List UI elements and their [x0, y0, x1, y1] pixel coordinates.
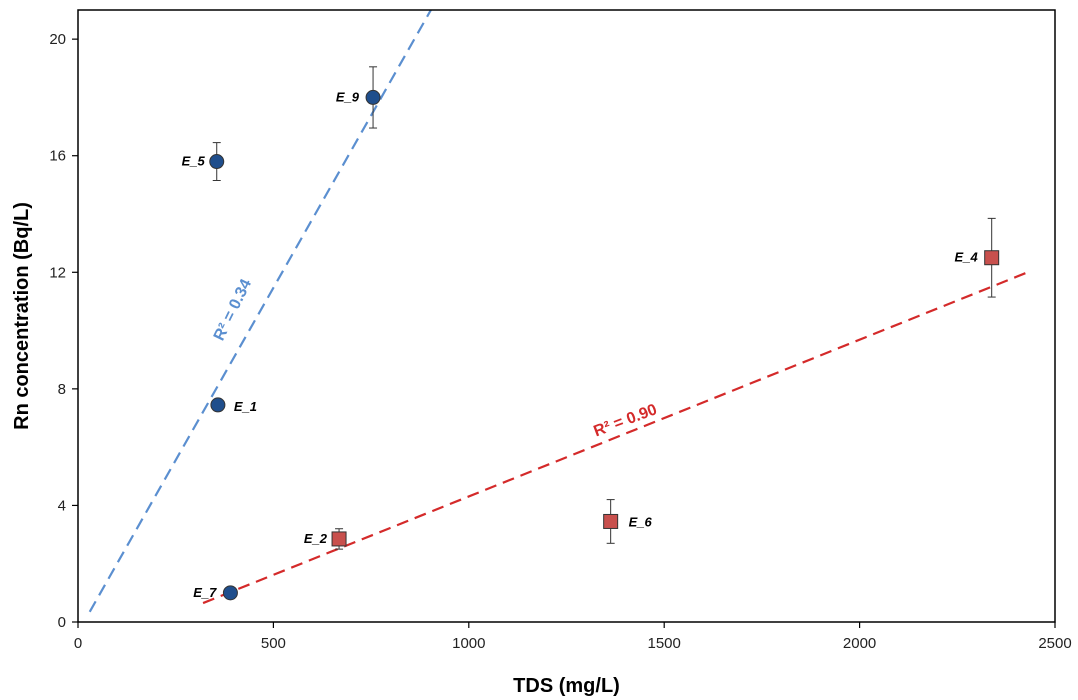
y-tick-label: 16: [49, 148, 66, 165]
trendline: [88, 10, 432, 613]
trendlines: [88, 10, 1029, 613]
error-bars: [212, 66, 996, 550]
data-point: [222, 585, 238, 601]
data-points: [209, 89, 1000, 601]
point-label: E_5: [182, 154, 206, 169]
data-point: [210, 397, 226, 413]
y-tick-label: 8: [58, 381, 66, 398]
point-label: E_7: [193, 585, 217, 600]
r2-label: R² = 0.34: [211, 276, 255, 343]
data-point: [984, 250, 1000, 266]
x-tick-label: 1500: [648, 635, 681, 652]
axes: 0 500 1000 1500 2000 2500 0 4 8 12 16 20: [49, 9, 1072, 652]
y-tick-label: 12: [49, 264, 66, 281]
x-tick-label: 0: [74, 635, 82, 652]
trendline: [202, 271, 1029, 605]
x-tick-label: 500: [261, 635, 286, 652]
y-axis-title: Rn concentration (Bq/L): [11, 202, 33, 430]
data-point: [209, 154, 225, 170]
point-labels: R² = 0.34 E_5 E_9 E_1 E_7 R² = 0.90 E_2 E_6 E_4: [182, 89, 979, 599]
point-label: E_4: [955, 250, 979, 265]
r2-label: R² = 0.90: [591, 401, 659, 440]
x-tick-label: 2500: [1038, 635, 1071, 652]
x-tick-label: 2000: [843, 635, 876, 652]
plot-frame: [77, 9, 1056, 623]
y-tick-label: 0: [58, 614, 66, 631]
x-axis-title: TDS (mg/L): [513, 675, 620, 697]
y-tick-label: 4: [58, 497, 66, 514]
point-label: E_6: [629, 514, 653, 529]
y-tick-label: 20: [49, 31, 66, 48]
point-label: E_2: [304, 531, 328, 546]
point-label: E_1: [234, 399, 257, 414]
data-point: [365, 89, 381, 105]
data-point: [603, 513, 619, 529]
x-tick-label: 1000: [452, 635, 485, 652]
point-label: E_9: [336, 89, 360, 104]
data-point: [331, 531, 347, 547]
